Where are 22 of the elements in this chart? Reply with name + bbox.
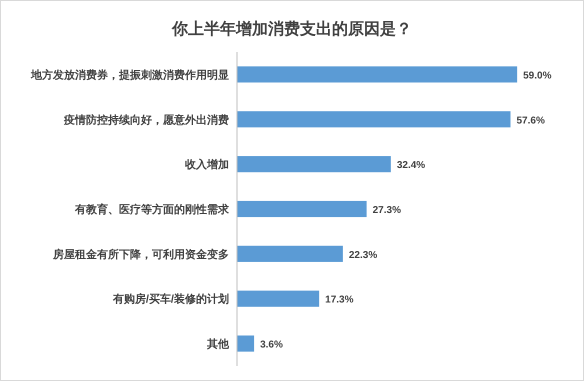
bar <box>237 200 367 218</box>
y-tick-label: 收入增加 <box>185 158 229 172</box>
bar <box>237 66 518 83</box>
data-label: 32.4% <box>396 160 426 172</box>
y-tick-label: 有购房/买车/装修的计划 <box>112 292 229 306</box>
data-label: 27.3% <box>372 205 402 216</box>
data-label: 17.3% <box>325 294 354 306</box>
y-tick-label: 有教育、医疗等方面的刚性需求 <box>74 203 230 216</box>
bar <box>237 335 254 352</box>
y-tick-label: 疫情防控持续向好，愿意外出消费 <box>63 113 229 126</box>
y-tick-label: 其他 <box>206 338 230 351</box>
bar <box>237 156 391 172</box>
bar <box>237 111 510 128</box>
data-label: 59.0% <box>523 70 552 82</box>
y-tick-label: 房屋租金有所下降，可利用资金变多 <box>52 248 229 261</box>
bar <box>237 246 343 262</box>
data-label: 57.6% <box>516 115 545 126</box>
y-tick-label: 地方发放消费券，提振刺激消费作用明显 <box>30 68 229 82</box>
data-label: 22.3% <box>348 250 378 261</box>
chart-title: 你上半年增加消费支出的原因是？ <box>171 20 412 38</box>
data-label: 3.6% <box>260 340 283 351</box>
bar <box>237 290 320 307</box>
